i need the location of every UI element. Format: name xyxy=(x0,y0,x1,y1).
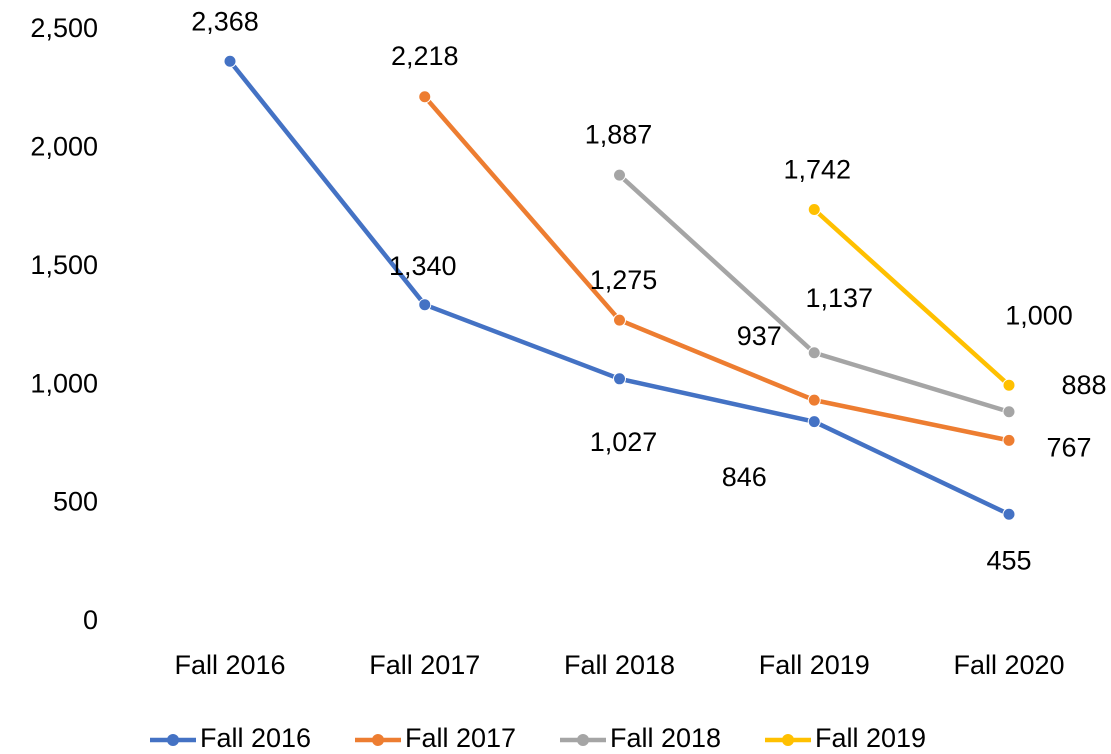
y-tick-label: 0 xyxy=(83,605,98,635)
data-label: 1,275 xyxy=(590,265,658,295)
data-point xyxy=(418,298,432,312)
legend-label: Fall 2019 xyxy=(815,723,926,753)
y-tick-label: 2,000 xyxy=(30,132,98,162)
legend-marker xyxy=(782,734,794,746)
legend-marker xyxy=(577,734,589,746)
y-tick-label: 1,500 xyxy=(30,250,98,280)
data-point xyxy=(807,415,821,429)
series-line xyxy=(423,95,1010,443)
y-tick-label: 2,500 xyxy=(30,13,98,43)
data-point xyxy=(418,90,432,104)
legend-label: Fall 2018 xyxy=(610,723,721,753)
legend-label: Fall 2016 xyxy=(200,723,311,753)
data-point xyxy=(223,54,237,68)
y-tick-label: 500 xyxy=(53,487,98,517)
data-point xyxy=(613,168,626,182)
legend-label: Fall 2017 xyxy=(405,723,516,753)
data-label: 1,887 xyxy=(585,119,653,149)
series-line xyxy=(812,207,1011,387)
data-point xyxy=(807,202,821,216)
x-tick-label: Fall 2016 xyxy=(174,650,285,680)
x-tick-label: Fall 2019 xyxy=(759,650,870,680)
data-point xyxy=(807,393,821,407)
legend-marker xyxy=(167,734,179,746)
y-tick-label: 1,000 xyxy=(30,368,98,398)
data-label: 846 xyxy=(722,462,767,492)
data-label: 455 xyxy=(986,545,1031,575)
data-label: 888 xyxy=(1061,370,1106,400)
data-label: 2,218 xyxy=(391,41,459,71)
data-label: 1,000 xyxy=(1005,300,1073,330)
data-label: 937 xyxy=(737,321,782,351)
data-label: 1,742 xyxy=(783,155,851,185)
data-point xyxy=(807,346,821,360)
data-point xyxy=(1002,507,1016,521)
x-tick-label: Fall 2020 xyxy=(953,650,1064,680)
data-label: 1,027 xyxy=(590,427,658,457)
data-point xyxy=(1002,378,1016,392)
data-point xyxy=(1002,433,1016,447)
data-label: 2,368 xyxy=(191,6,259,36)
data-point xyxy=(613,372,626,386)
data-label: 1,340 xyxy=(389,251,457,281)
data-point xyxy=(1002,405,1016,419)
data-label: 767 xyxy=(1046,432,1091,462)
data-label: 1,137 xyxy=(805,283,873,313)
data-point xyxy=(613,313,626,327)
x-tick-label: Fall 2018 xyxy=(564,650,675,680)
legend-marker xyxy=(372,734,384,746)
x-tick-label: Fall 2017 xyxy=(369,650,480,680)
